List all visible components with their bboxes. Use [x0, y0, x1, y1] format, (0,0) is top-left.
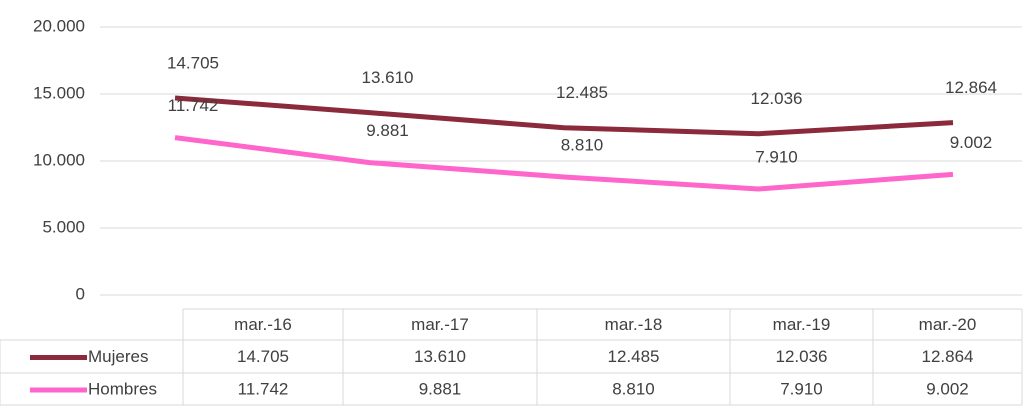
y-tick-label: 10.000 [33, 150, 85, 169]
table-value: 8.810 [612, 379, 655, 398]
table-value: 9.881 [419, 379, 462, 398]
legend-label: Hombres [88, 379, 157, 398]
series-line [174, 95, 954, 137]
table-value: 11.742 [238, 379, 289, 398]
y-tick-label: 5.000 [42, 217, 85, 236]
data-label: 7.910 [755, 147, 798, 166]
table-value: 14.705 [237, 347, 289, 366]
table-value: 12.485 [608, 347, 660, 366]
y-tick-label: 15.000 [33, 83, 85, 102]
data-label: 13.610 [362, 68, 414, 87]
x-tick-label: mar.-18 [605, 315, 663, 334]
data-label: 8.810 [561, 135, 604, 154]
table-value: 7.910 [780, 379, 823, 398]
data-label: 11.742 [168, 96, 219, 115]
series-line [174, 135, 954, 192]
data-label: 12.864 [945, 78, 997, 97]
y-tick-label: 0 [76, 284, 85, 303]
x-tick-label: mar.-16 [234, 315, 292, 334]
table-value: 12.864 [922, 347, 974, 366]
x-tick-label: mar.-19 [773, 315, 831, 334]
table-value: 13.610 [414, 347, 466, 366]
data-label: 9.881 [366, 121, 409, 140]
table-value: 9.002 [926, 379, 969, 398]
x-tick-label: mar.-20 [919, 315, 977, 334]
y-tick-label: 20.000 [33, 16, 85, 35]
data-label: 14.705 [167, 53, 219, 72]
data-label: 9.002 [950, 133, 993, 152]
legend-label: Mujeres [88, 347, 148, 366]
data-label: 12.485 [556, 83, 608, 102]
table-value: 12.036 [776, 347, 828, 366]
data-label: 12.036 [751, 89, 803, 108]
x-tick-label: mar.-17 [411, 315, 469, 334]
